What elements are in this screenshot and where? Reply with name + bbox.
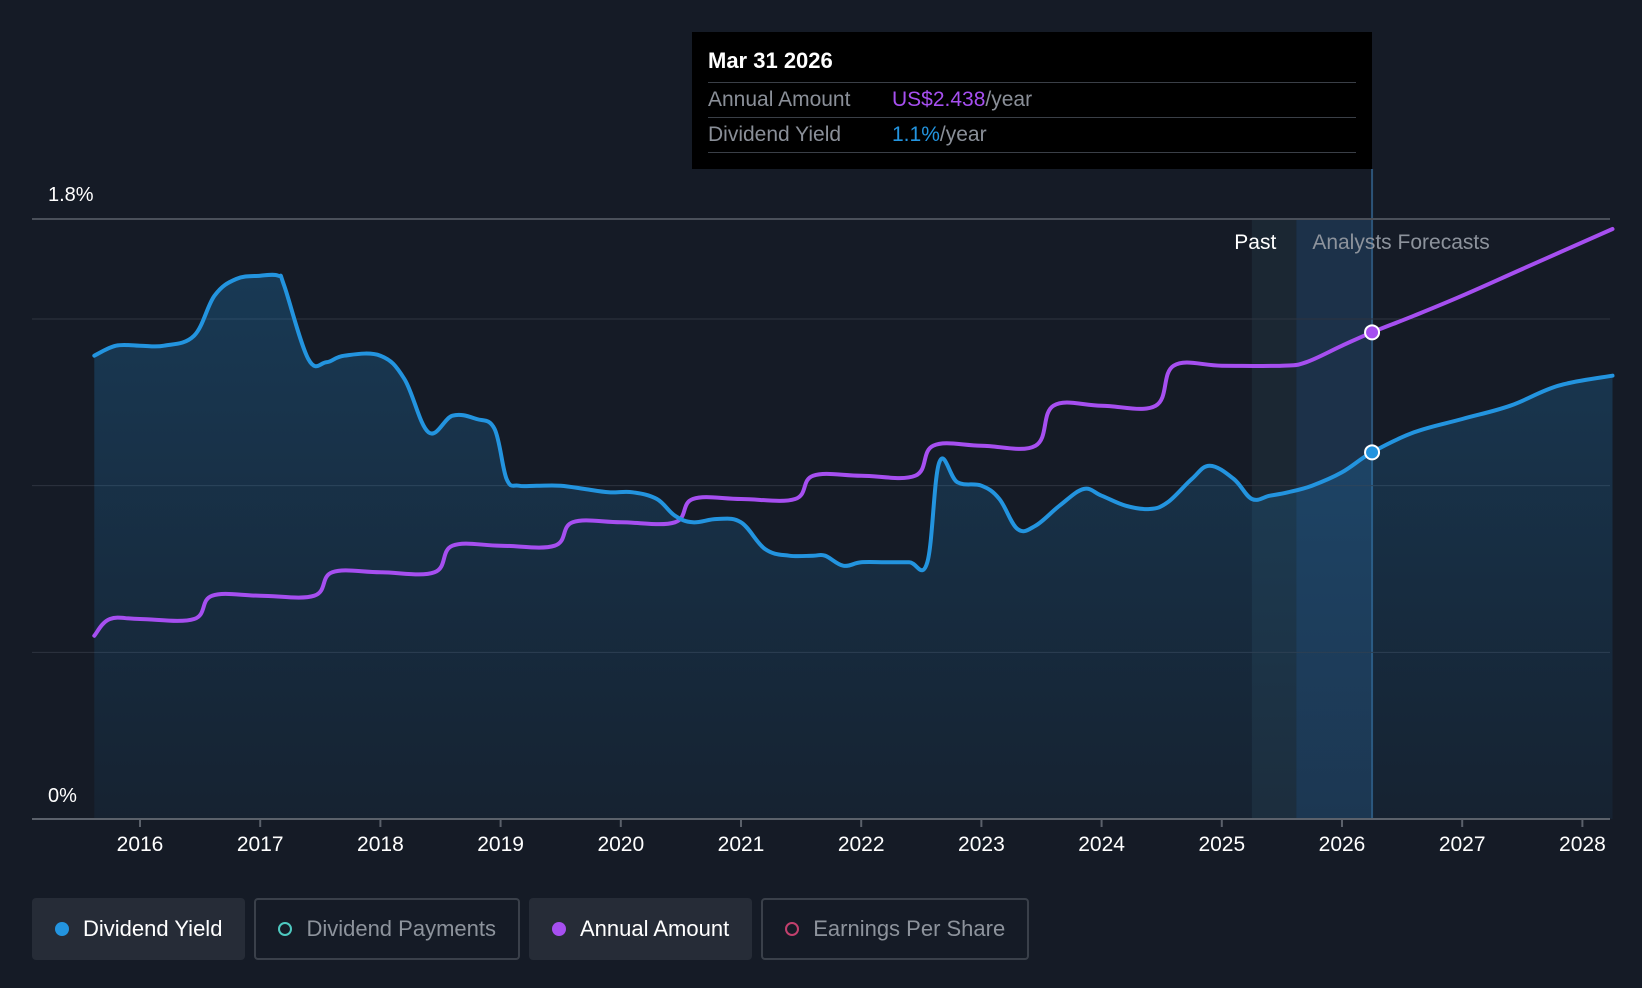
x-tick-label: 2020 (597, 833, 644, 856)
legend-dividend-payments-label: Dividend Payments (306, 916, 496, 941)
tooltip-yield-row: Dividend Yield 1.1% /year (708, 118, 1356, 153)
past-label: Past (1234, 231, 1276, 254)
x-tick-label: 2017 (237, 833, 284, 856)
tooltip-annual-row: Annual Amount US$2.438 /year (708, 83, 1356, 118)
x-tick-label: 2027 (1439, 833, 1486, 856)
x-tick-label: 2019 (477, 833, 524, 856)
earnings-per-share-ring-icon (785, 922, 800, 936)
x-tick-label: 2026 (1319, 833, 1366, 856)
tooltip-date: Mar 31 2026 (708, 46, 1356, 83)
tooltip-annual-value: US$2.438 (892, 88, 986, 111)
legend-annual-amount[interactable]: Annual Amount (528, 898, 753, 960)
legend-dividend-yield[interactable]: Dividend Yield (32, 898, 246, 960)
x-tick-label: 2022 (838, 833, 885, 856)
annual-amount-line (92, 227, 1615, 638)
legend-dividend-payments[interactable]: Dividend Payments (254, 898, 520, 960)
legend-earnings-per-share[interactable]: Earnings Per Share (761, 898, 1030, 960)
dividend-yield-dot-icon (55, 922, 69, 936)
y-tick-label-top: 1.8% (48, 184, 94, 206)
legend: Dividend Yield Dividend Payments Annual … (32, 898, 1030, 960)
legend-annual-amount-label: Annual Amount (579, 916, 730, 941)
forecast-label: Analysts Forecasts (1312, 231, 1489, 254)
dividend-yield-line (92, 272, 1615, 573)
x-tick-label: 2023 (958, 833, 1005, 856)
y-tick-label-bottom: 0% (48, 785, 77, 807)
legend-dividend-yield-label: Dividend Yield (83, 916, 223, 941)
tooltip-annual-suffix: /year (985, 88, 1033, 111)
legend-earnings-per-share-label: Earnings Per Share (813, 916, 1006, 941)
x-tick-label: 2021 (718, 833, 765, 856)
tooltip-annual-label: Annual Amount (708, 88, 851, 111)
tooltip: Mar 31 2026 Annual Amount US$2.438 /year… (692, 32, 1372, 169)
tooltip-yield-value: 1.1% (892, 123, 940, 146)
x-tick-label: 2024 (1078, 833, 1125, 856)
x-tick-label: 2018 (357, 833, 404, 856)
x-tick-label: 2028 (1559, 833, 1606, 856)
dividend-yield-marker (1364, 444, 1381, 461)
tooltip-yield-suffix: /year (939, 123, 987, 146)
x-tick-label: 2025 (1198, 833, 1245, 856)
x-tick-label: 2016 (117, 833, 164, 856)
tooltip-yield-label: Dividend Yield (708, 123, 842, 146)
dividend-yield-area (94, 274, 1613, 819)
annual-amount-marker (1364, 324, 1381, 341)
annual-amount-dot-icon (551, 922, 566, 936)
dividend-payments-ring-icon (278, 922, 293, 936)
